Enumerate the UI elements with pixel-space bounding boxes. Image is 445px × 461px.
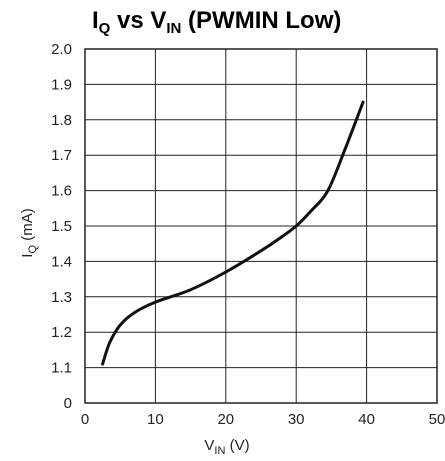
plot-frame	[84, 48, 438, 404]
chart-title-part: I	[92, 7, 99, 34]
y-tick-label: 0	[64, 395, 72, 412]
y-tick-label: 1.8	[51, 112, 72, 129]
x-tick-labels: 0 10 20 30 40 50	[81, 411, 445, 428]
y-tick-label: 1.6	[51, 183, 72, 200]
y-axis-label-subscript: Q	[27, 245, 39, 254]
x-tick-label: 30	[288, 411, 305, 428]
series-layer	[101, 100, 365, 366]
grid	[85, 49, 437, 403]
chart-title: IQ vs VIN (PWMIN Low)	[92, 7, 341, 37]
y-tick-label: 2.0	[51, 41, 72, 58]
y-tick-label: 1.2	[51, 324, 72, 341]
x-axis-label-part: (V)	[225, 437, 249, 454]
x-tick-label: 50	[429, 411, 445, 428]
y-axis-label: IQ (mA)	[19, 208, 39, 257]
chart-title-part: (PWMIN Low)	[181, 7, 341, 34]
x-tick-label: 20	[217, 411, 234, 428]
chart-title-part: vs V	[110, 7, 166, 34]
x-axis-label: VIN (V)	[204, 437, 249, 457]
series-line	[101, 100, 365, 366]
y-tick-label: 1.1	[51, 360, 72, 377]
x-axis-label-subscript: IN	[214, 445, 225, 457]
y-tick-label: 1.9	[51, 76, 72, 93]
chart-title-subscript: Q	[99, 20, 111, 37]
y-tick-label: 1.3	[51, 289, 72, 306]
x-tick-label: 10	[147, 411, 164, 428]
y-tick-label: 1.7	[51, 147, 72, 164]
y-tick-label: 1.5	[51, 218, 72, 235]
y-axis-label-part: I	[19, 254, 36, 258]
x-axis-label-part: V	[204, 437, 214, 454]
x-tick-label: 40	[358, 411, 375, 428]
y-tick-labels: 0 1.1 1.2 1.3 1.4 1.5 1.6 1.7 1.8 1.9 2.0	[51, 41, 72, 412]
y-tick-label: 1.4	[51, 253, 72, 270]
x-tick-label: 0	[81, 411, 89, 428]
y-axis-label-part: (mA)	[19, 208, 36, 245]
chart-title-subscript: IN	[166, 20, 181, 37]
